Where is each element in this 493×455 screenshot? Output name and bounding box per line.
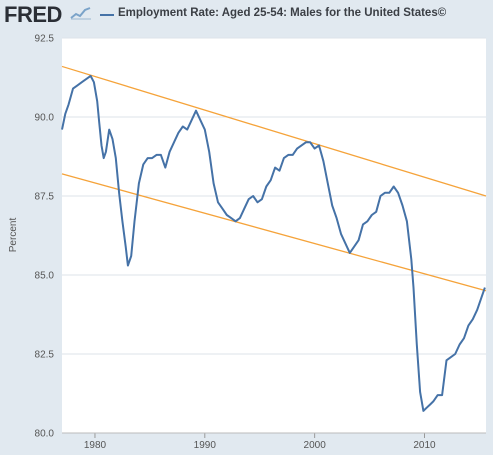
fred-logo[interactable]: FRED bbox=[4, 2, 62, 27]
fred-graph-icon bbox=[70, 7, 91, 20]
gridlines bbox=[62, 37, 486, 434]
y-tick-label: 87.5 bbox=[35, 192, 55, 203]
axes: 80.0 82.5 85.0 87.5 90.0 92.5 1980 1990 2000 2010 bbox=[35, 34, 486, 451]
series-line[interactable] bbox=[61, 74, 486, 412]
trendline bbox=[61, 65, 487, 197]
chart-title: Employment Rate: Aged 25-54: Males for t… bbox=[118, 7, 447, 19]
y-tick-label: 90.0 bbox=[35, 113, 55, 124]
y-axis-title: Percent bbox=[8, 218, 19, 253]
y-tick-label: 82.5 bbox=[35, 350, 55, 361]
y-tick-label: 80.0 bbox=[35, 429, 55, 440]
x-tick-label: 1990 bbox=[194, 440, 217, 451]
y-tick-label: 92.5 bbox=[35, 34, 55, 45]
plot-area bbox=[62, 38, 486, 433]
y-tick-label: 85.0 bbox=[35, 271, 55, 282]
chart-header: FRED Employment Rate: Aged 25-54: Males … bbox=[0, 0, 493, 30]
trendline bbox=[61, 173, 487, 292]
legend-series-swatch bbox=[100, 14, 114, 16]
trendlines bbox=[61, 65, 487, 292]
series bbox=[61, 74, 486, 412]
x-tick-label: 1980 bbox=[84, 440, 107, 451]
x-tick-label: 2010 bbox=[413, 440, 436, 451]
x-tick-label: 2000 bbox=[304, 440, 327, 451]
